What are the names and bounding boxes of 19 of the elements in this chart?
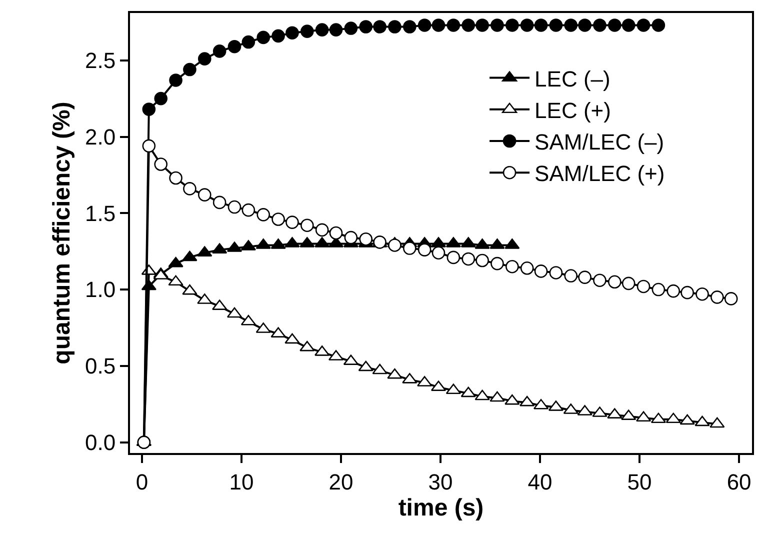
y-tick-label: 1.0 [85, 277, 116, 302]
y-tick-label: 0.0 [85, 430, 116, 456]
legend-label: SAM/LEC (+) [534, 161, 665, 186]
x-tick-label: 0 [136, 469, 148, 494]
x-axis-title: time (s) [398, 494, 484, 522]
x-tick-label: 10 [229, 469, 254, 494]
x-tick-label: 50 [627, 469, 652, 494]
x-tick-label: 60 [726, 469, 752, 494]
legend-label: LEC (+) [534, 98, 611, 123]
x-tick-label: 30 [428, 469, 453, 494]
legend-label: LEC (–) [534, 66, 610, 92]
y-tick-label: 0.5 [85, 354, 116, 379]
y-tick-label: 1.5 [85, 200, 116, 226]
y-axis-title: quantum efficiency (%) [48, 102, 76, 364]
legend-label: SAM/LEC (–) [534, 130, 664, 155]
x-tick-label: 20 [328, 469, 354, 494]
y-tick-label: 2.0 [85, 124, 116, 150]
x-tick-label: 40 [528, 469, 552, 494]
y-tick-label: 2.5 [85, 48, 116, 74]
